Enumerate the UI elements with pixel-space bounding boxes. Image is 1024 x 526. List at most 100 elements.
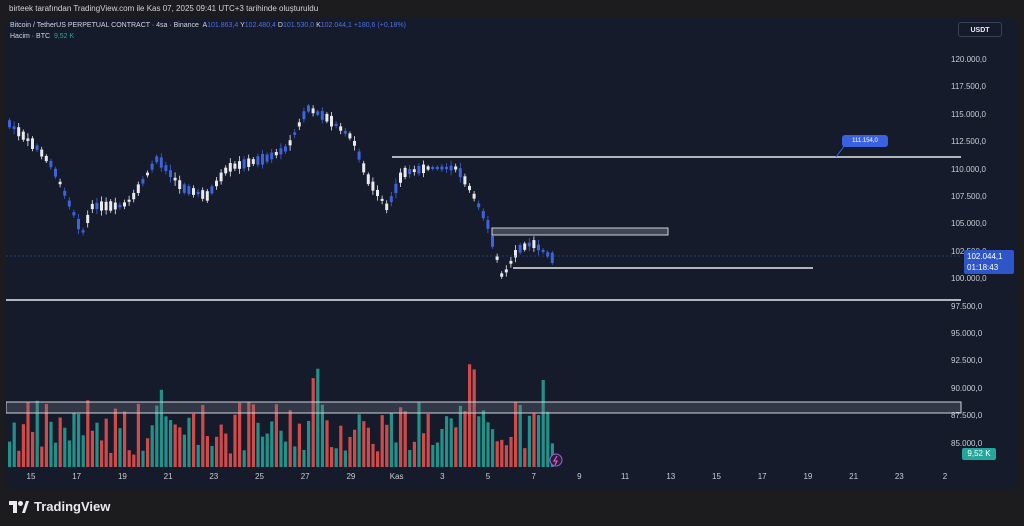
volume-bar <box>537 415 541 467</box>
candle-body <box>31 138 34 149</box>
candle-body <box>270 152 274 160</box>
price-tick-label: 107.500,0 <box>951 192 987 201</box>
candle-countdown: 01:18:43 <box>967 263 999 272</box>
volume-bar <box>458 405 462 467</box>
volume-bar <box>242 450 246 467</box>
chart-legend: Bitcoin / TetherUS PERPETUAL CONTRACT · … <box>10 22 406 40</box>
volume-bar <box>445 416 449 467</box>
drawings[interactable] <box>6 140 962 414</box>
volume-bar <box>40 446 44 467</box>
volume-bar <box>169 420 173 467</box>
candle-body <box>362 163 366 173</box>
candle-body <box>403 167 407 178</box>
candle-body <box>100 201 103 211</box>
candle-body <box>8 120 11 128</box>
volume-zone-box[interactable] <box>6 401 962 414</box>
candle-body <box>468 185 471 191</box>
volume-bar <box>408 449 412 467</box>
volume-bar <box>495 441 499 467</box>
price-callout[interactable]: 111.154,0 <box>842 135 888 147</box>
volume-bar <box>136 403 140 467</box>
volume-bar <box>380 415 384 467</box>
volume-bar <box>251 404 255 467</box>
candles <box>8 103 554 279</box>
volume-bar <box>541 379 545 467</box>
volume-bar <box>21 424 25 467</box>
time-tick-label: 19 <box>803 472 813 481</box>
candle-body <box>458 168 462 178</box>
candle-body <box>431 166 435 170</box>
chart-panel[interactable]: Bitcoin / TetherUS PERPETUAL CONTRACT · … <box>6 18 1018 490</box>
candle-body <box>279 148 283 155</box>
volume-bar <box>146 438 150 467</box>
price-chart[interactable] <box>6 18 1018 490</box>
volume-bar <box>159 389 163 467</box>
volume-bar <box>44 404 48 467</box>
candle-body <box>412 169 416 173</box>
candle-body <box>307 105 310 112</box>
volume-bar <box>330 447 334 467</box>
candle-body <box>343 130 347 134</box>
candle-body <box>454 166 458 170</box>
candle-body <box>348 133 352 139</box>
time-tick-label: Kas <box>389 472 404 481</box>
volume-bar <box>201 405 205 467</box>
volume-bar <box>422 433 426 467</box>
volume-bar <box>440 428 444 467</box>
candle-body <box>63 190 67 196</box>
volume-bar <box>54 442 58 467</box>
candle-body <box>196 191 200 195</box>
high-value: 102.480,4 <box>244 22 276 29</box>
volume-bar <box>481 410 485 467</box>
candle-body <box>136 184 140 194</box>
candle-body <box>173 177 177 181</box>
time-tick-label: 9 <box>577 472 582 481</box>
price-tick-label: 100.000,0 <box>951 274 987 284</box>
candle-body <box>514 250 517 258</box>
volume-bar <box>389 412 393 467</box>
volume-bar <box>182 434 186 467</box>
candle-body <box>371 181 375 191</box>
tradingview-logo[interactable]: TradingView <box>9 499 110 514</box>
candle-body <box>113 202 117 210</box>
time-tick-label: 19 <box>117 472 127 481</box>
volume-label[interactable]: Hacim · BTC <box>10 33 51 40</box>
volume-bar <box>431 444 435 467</box>
price-tick-label: 90.000,0 <box>951 383 983 393</box>
current-volume-badge: 9,52 K <box>962 448 996 460</box>
candle-body <box>527 242 531 247</box>
volume-bar <box>366 427 370 467</box>
volume-bar <box>514 402 518 467</box>
attribution-header: birteek tarafından TradingView.com ile K… <box>9 4 319 13</box>
symbol-description[interactable]: Bitcoin / TetherUS PERPETUAL CONTRACT · … <box>10 22 199 29</box>
volume-bar <box>265 433 269 467</box>
candle-body <box>242 159 246 169</box>
currency-button[interactable]: USDT <box>958 22 1002 37</box>
time-tick-label: 25 <box>255 472 264 481</box>
candle-body <box>201 190 205 199</box>
candle-body <box>316 111 320 115</box>
time-tick-label: 17 <box>757 472 767 481</box>
alert-icon[interactable] <box>549 453 563 467</box>
volume-bar <box>12 422 16 467</box>
volume-bar <box>8 441 12 467</box>
volume-bar <box>293 446 297 467</box>
candle-body <box>12 126 16 130</box>
price-tick-label: 120.000,0 <box>951 55 987 64</box>
volume-bar <box>435 442 439 467</box>
volume-bar <box>196 444 200 467</box>
candle-body <box>311 108 315 114</box>
resistance-zone-box[interactable] <box>491 227 669 236</box>
footer: TradingView <box>0 490 1024 526</box>
price-tick-label: 115.000,0 <box>951 109 986 119</box>
candle-body <box>192 188 195 195</box>
candle-body <box>187 186 191 195</box>
volume-bar <box>150 425 154 467</box>
candle-body <box>146 172 149 176</box>
volume-bar <box>320 404 324 467</box>
candle-body <box>284 146 287 152</box>
candle-body <box>77 218 80 230</box>
volume-bar <box>518 404 522 467</box>
candle-body <box>251 159 255 164</box>
candle-body <box>491 235 494 247</box>
